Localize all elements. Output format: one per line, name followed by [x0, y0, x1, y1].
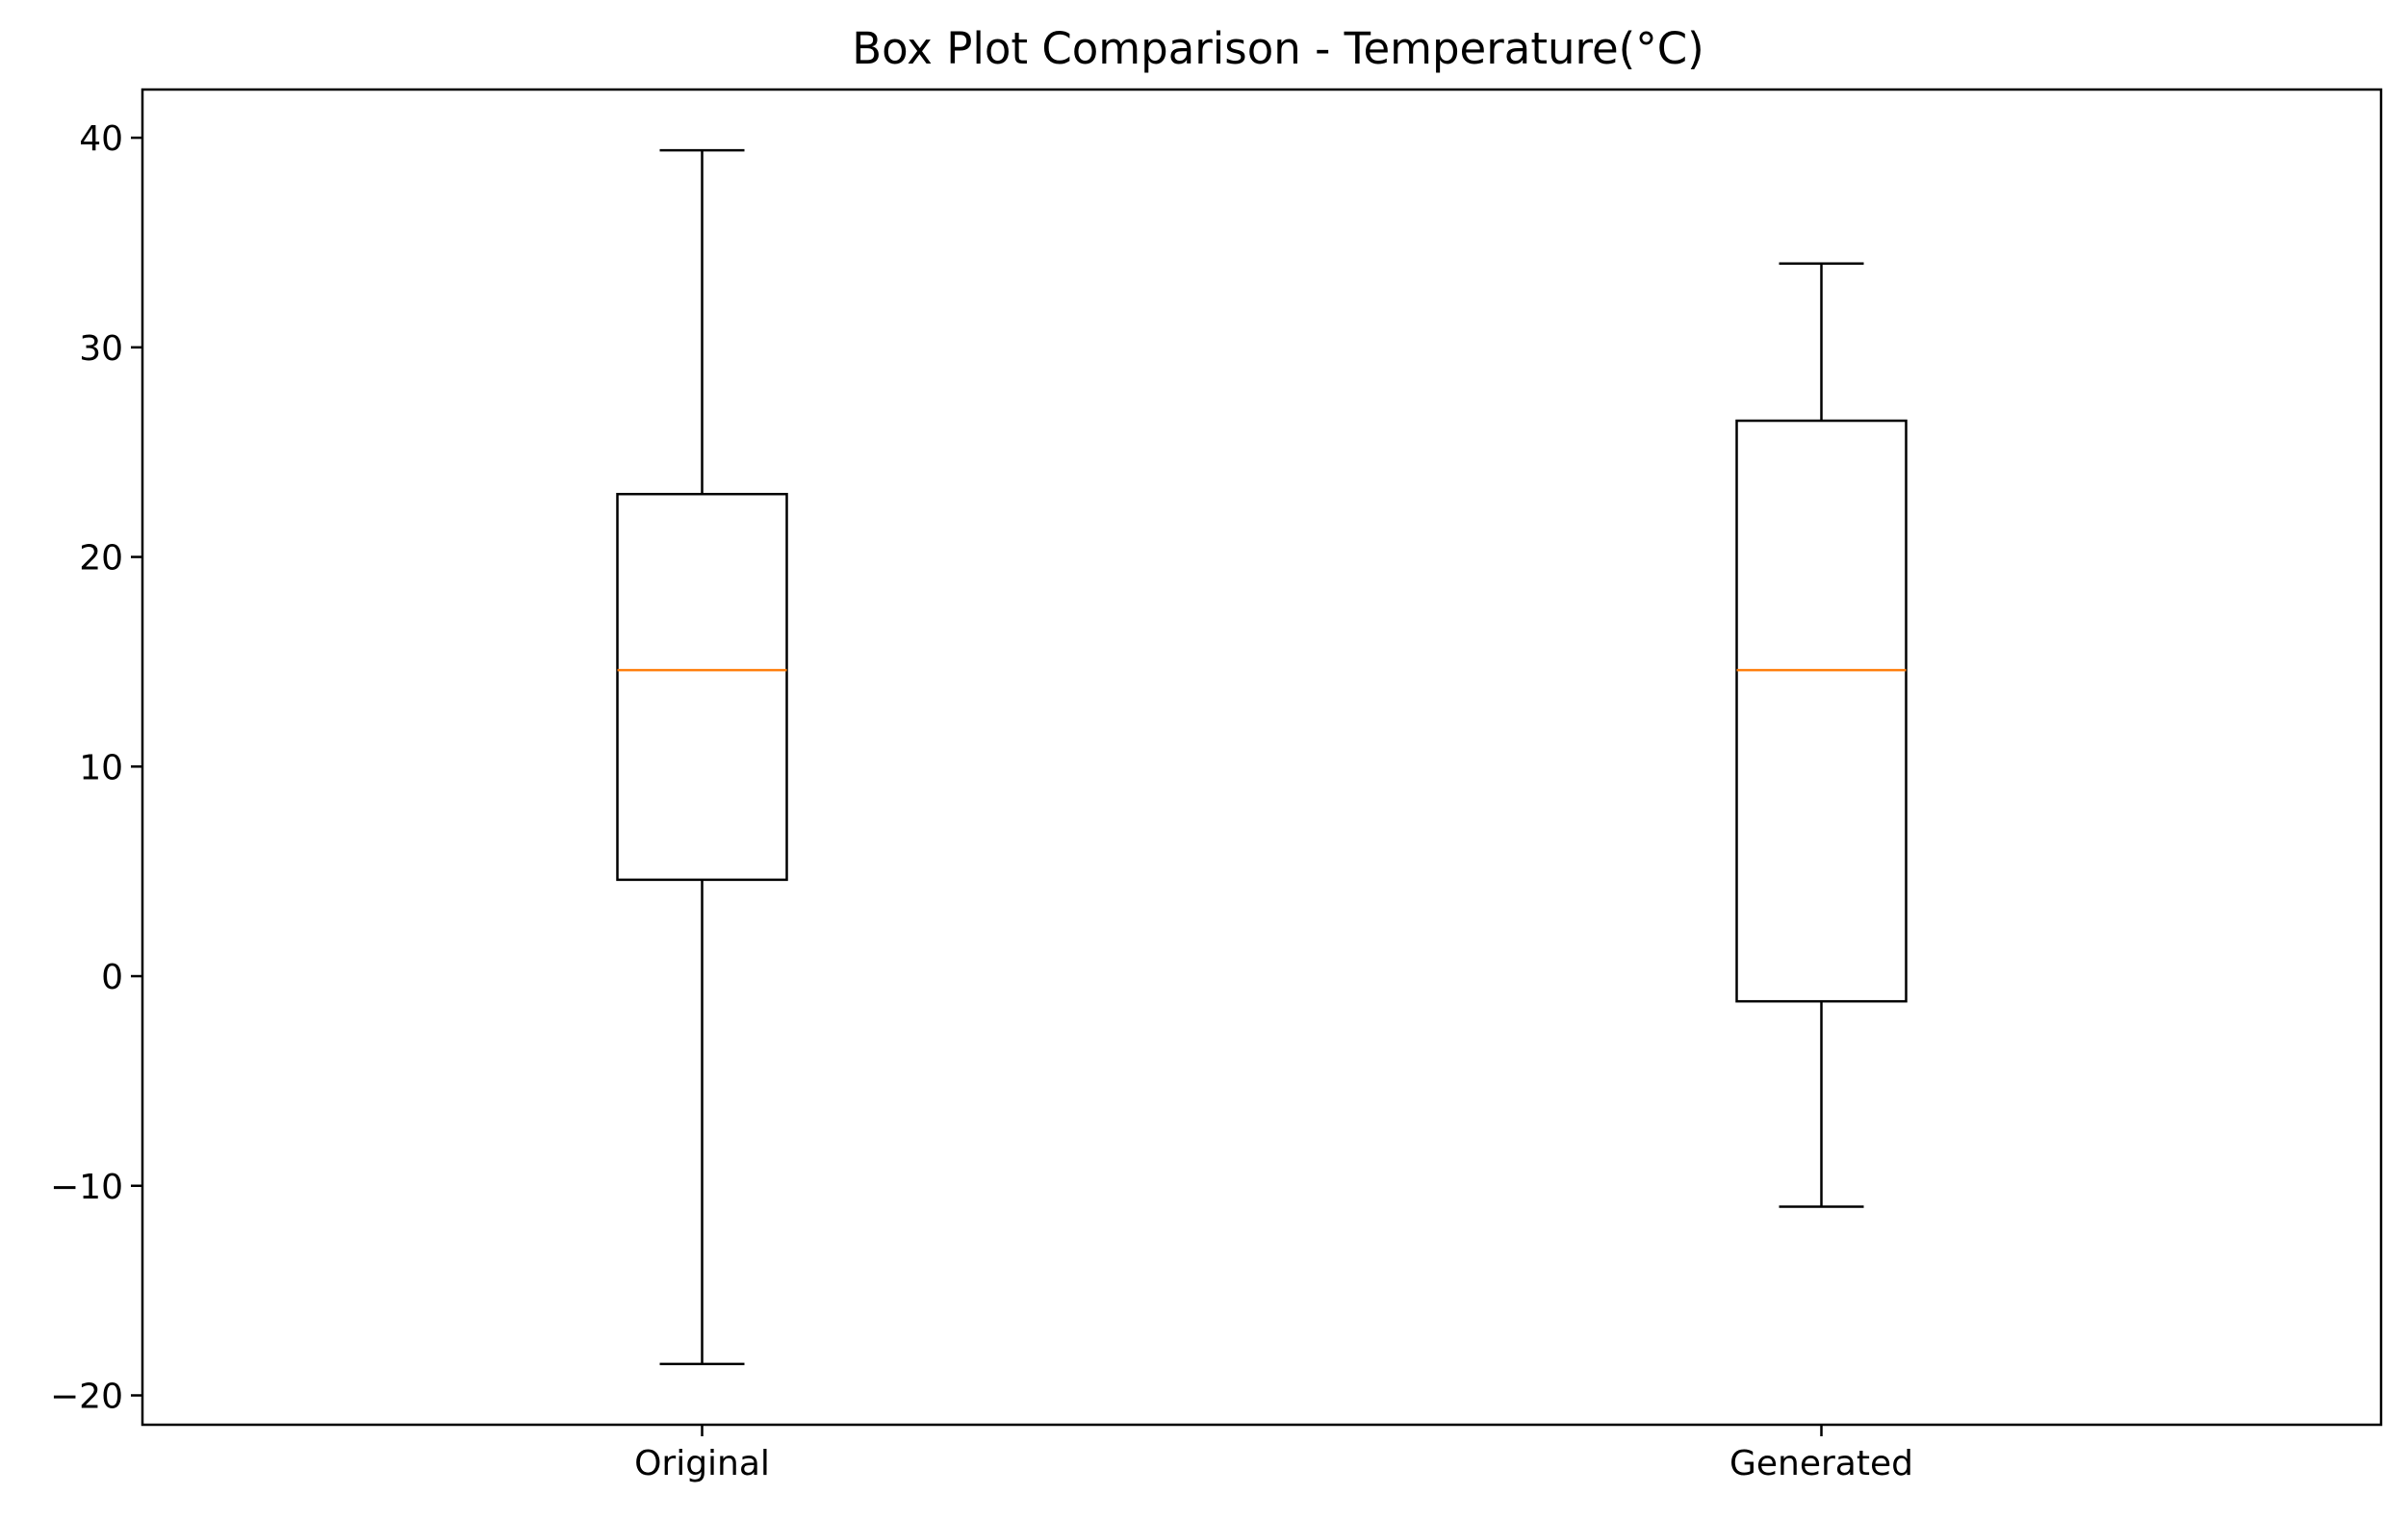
x-axis: Original Generated: [634, 1425, 1913, 1483]
y-tick-label: 40: [79, 119, 123, 159]
chart-title: Box Plot Comparison - Temperature(°C): [852, 23, 1704, 74]
box-group-generated: [1735, 262, 1908, 1208]
iqr-box: [616, 492, 788, 882]
iqr-box: [1735, 419, 1908, 1003]
y-axis: −20 −10 0 10 20 30 40: [50, 119, 142, 1417]
boxes-layer: [616, 148, 1908, 1366]
x-tick-label: Original: [634, 1444, 770, 1483]
y-tick-label: 10: [79, 748, 123, 787]
y-tick-label: −10: [50, 1168, 123, 1207]
y-tick-label: −20: [50, 1378, 123, 1417]
x-tick-label: Generated: [1729, 1444, 1913, 1483]
y-tick-label: 20: [79, 539, 123, 579]
y-tick-label: 0: [101, 958, 123, 997]
y-tick-label: 30: [79, 329, 123, 369]
plot-area-frame: [141, 88, 2383, 1427]
box-group-original: [616, 148, 788, 1366]
